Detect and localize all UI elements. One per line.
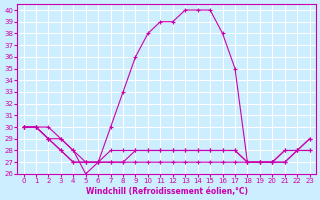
X-axis label: Windchill (Refroidissement éolien,°C): Windchill (Refroidissement éolien,°C) bbox=[85, 187, 248, 196]
